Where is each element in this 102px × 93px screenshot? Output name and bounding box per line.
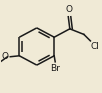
Text: O: O <box>66 5 73 14</box>
Text: Cl: Cl <box>91 42 100 51</box>
Text: O: O <box>2 52 9 61</box>
Text: Br: Br <box>50 64 60 73</box>
